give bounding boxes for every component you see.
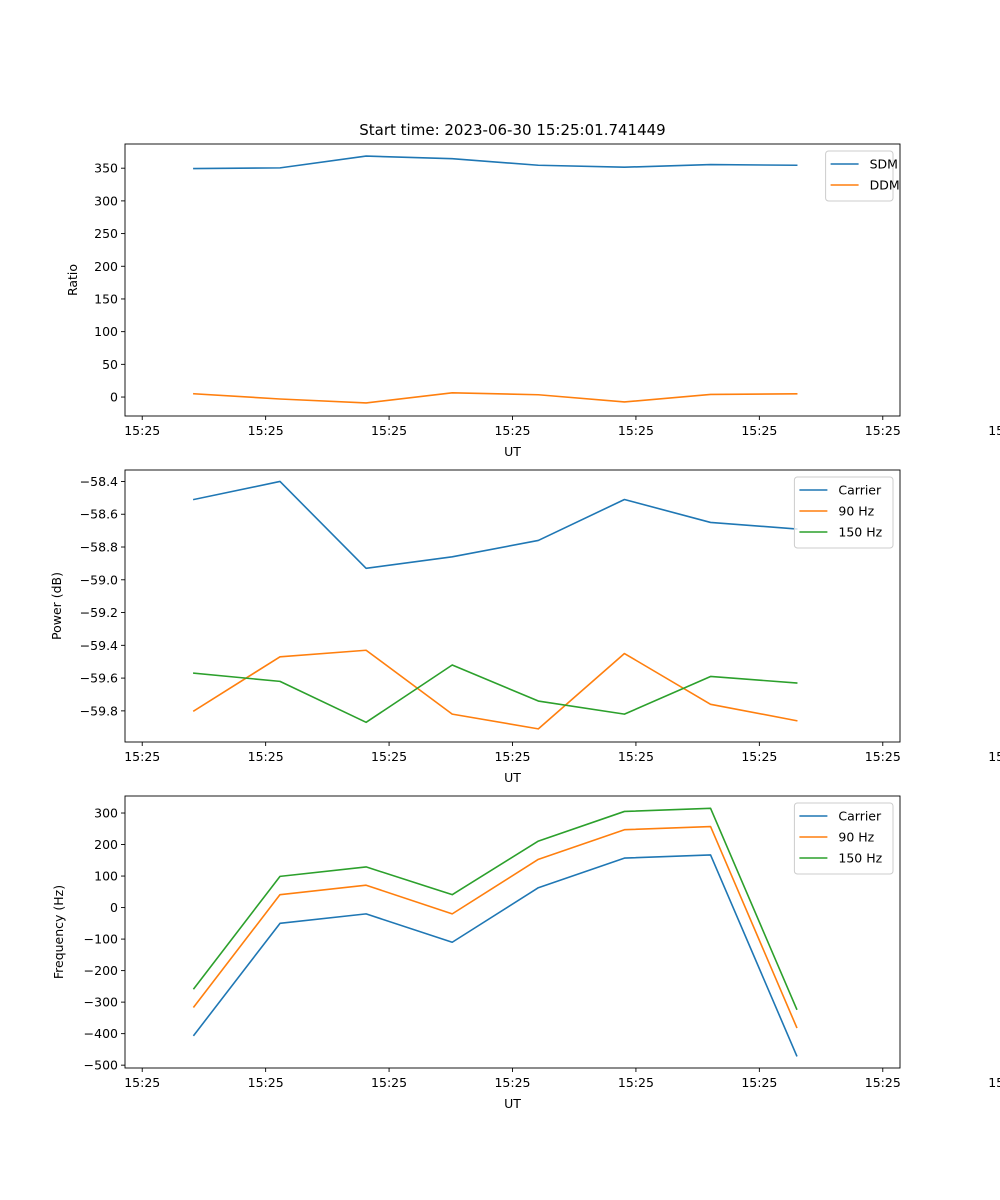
y-tick-label: 200	[94, 259, 118, 274]
legend-label: SDM	[870, 157, 898, 172]
series-line	[192, 649, 798, 730]
y-tick-label: −58.8	[80, 540, 118, 555]
y-axis-label: Frequency (Hz)	[51, 885, 66, 979]
legend: Carrier 90 Hz 150 Hz	[793, 476, 894, 549]
legend-label: DDM	[870, 178, 900, 193]
y-tick-label: −58.6	[80, 507, 118, 522]
legend-box	[793, 802, 894, 875]
x-tick-label: 15:25	[494, 749, 530, 764]
legend-label: 90 Hz	[838, 504, 874, 519]
chart-panel-2: 15:25 15:25 15:25 15:25 15:25 15:25 15:25 15:26…	[49, 469, 1000, 785]
series-line	[193, 155, 798, 170]
y-tick-label: −100	[84, 932, 118, 947]
series-line	[192, 825, 798, 1029]
x-tick-label: 15:25	[248, 1075, 284, 1090]
y-tick-label: −59.2	[80, 605, 118, 620]
y-tick-label: 250	[94, 226, 118, 241]
series-line	[193, 664, 798, 724]
legend: Carrier 90 Hz 150 Hz	[793, 802, 894, 875]
y-tick-label: −200	[84, 963, 118, 978]
series-line	[192, 807, 798, 1011]
x-tick-label: 15:25	[618, 1075, 654, 1090]
legend-label: 150 Hz	[838, 525, 882, 540]
y-tick-label: 100	[94, 869, 118, 884]
x-tick-label: 15:25	[865, 1075, 901, 1090]
x-tick-label: 15:26	[988, 749, 1000, 764]
chart-panel-1: 15:25 15:25 15:25 15:25 15:25 15:25 15:25 15:26…	[65, 143, 1000, 459]
y-tick-label: 200	[94, 837, 118, 852]
legend-box	[793, 476, 894, 549]
x-tick-label: 15:25	[371, 749, 407, 764]
x-axis-label: UT	[504, 444, 521, 459]
legend-label: 150 Hz	[838, 851, 882, 866]
y-tick-label: 350	[94, 161, 118, 176]
legend-label: Carrier	[838, 809, 882, 824]
series-line	[193, 391, 798, 404]
series-line	[192, 854, 798, 1057]
y-axis-label: Power (dB)	[49, 572, 64, 640]
legend-label: 90 Hz	[838, 830, 874, 845]
x-axis-label: UT	[504, 770, 521, 785]
y-tick-label: 100	[94, 324, 118, 339]
axes-frame	[124, 143, 901, 417]
x-tick-label: 15:25	[865, 749, 901, 764]
x-tick-label: 15:25	[618, 749, 654, 764]
x-tick-label: 15:25	[741, 423, 777, 438]
y-tick-label: 300	[94, 193, 118, 208]
x-tick-label: 15:26	[988, 423, 1000, 438]
chart-panel-3: 15:25 15:25 15:25 15:25 15:25 15:25 15:25 15:26…	[51, 795, 1000, 1111]
y-tick-label: −400	[84, 1026, 118, 1041]
x-tick-label: 15:25	[618, 423, 654, 438]
x-tick-label: 15:25	[494, 1075, 530, 1090]
x-tick-label: 15:25	[124, 1075, 160, 1090]
legend: SDM DDM	[825, 150, 900, 202]
legend-label: Carrier	[838, 483, 882, 498]
y-tick-label: −300	[84, 995, 118, 1010]
series-line	[192, 480, 798, 570]
y-tick-label: 50	[102, 357, 118, 372]
x-tick-label: 15:25	[741, 749, 777, 764]
y-tick-label: −59.0	[80, 572, 118, 587]
x-tick-label: 15:25	[371, 1075, 407, 1090]
y-tick-label: −500	[84, 1058, 118, 1073]
axes-frame	[124, 469, 901, 743]
x-tick-label: 15:25	[494, 423, 530, 438]
x-tick-label: 15:25	[248, 749, 284, 764]
y-tick-label: 0	[110, 900, 118, 915]
y-tick-label: −59.6	[80, 671, 118, 686]
y-tick-label: 300	[94, 806, 118, 821]
x-axis-label: UT	[504, 1096, 521, 1111]
y-axis-label: Ratio	[65, 264, 80, 296]
x-tick-label: 15:25	[248, 423, 284, 438]
chart-title: Start time: 2023-06-30 15:25:01.741449	[359, 121, 665, 139]
x-tick-label: 15:25	[124, 749, 160, 764]
y-tick-label: 0	[110, 390, 118, 405]
x-tick-label: 15:25	[371, 423, 407, 438]
x-tick-label: 15:25	[124, 423, 160, 438]
y-tick-label: −59.8	[80, 703, 118, 718]
x-tick-label: 15:25	[741, 1075, 777, 1090]
x-tick-label: 15:25	[865, 423, 901, 438]
x-tick-label: 15:26	[988, 1075, 1000, 1090]
y-tick-label: 150	[94, 291, 118, 306]
y-tick-label: −59.4	[80, 638, 118, 653]
y-tick-label: −58.4	[80, 474, 118, 489]
